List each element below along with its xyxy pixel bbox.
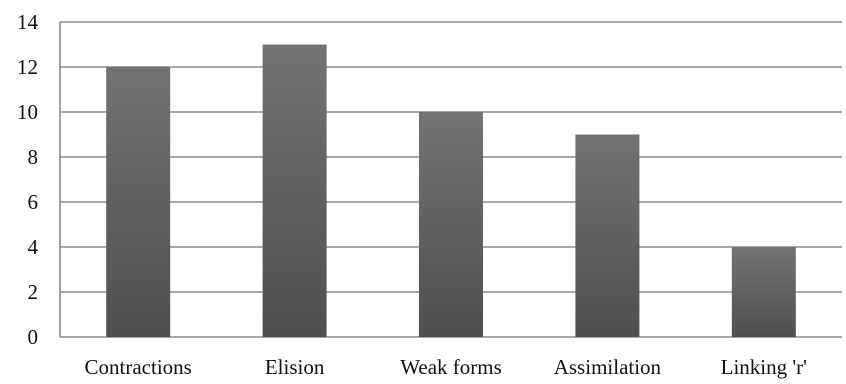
bar-linking-r bbox=[731, 247, 796, 337]
x-category-label: Elision bbox=[265, 355, 325, 379]
x-category-label: Contractions bbox=[85, 355, 192, 379]
y-tick-label: 2 bbox=[28, 280, 39, 304]
y-tick-label: 6 bbox=[28, 190, 39, 214]
y-tick-label: 8 bbox=[28, 145, 39, 169]
bar-assimilation bbox=[575, 134, 640, 337]
x-category-label: Weak forms bbox=[400, 355, 502, 379]
x-category-label: Linking 'r' bbox=[721, 355, 807, 379]
bar-weak-forms bbox=[419, 112, 483, 337]
y-tick-label: 10 bbox=[17, 100, 38, 124]
x-category-label: Assimilation bbox=[554, 355, 662, 379]
bar-elision bbox=[262, 44, 327, 337]
y-tick-label: 14 bbox=[17, 10, 39, 34]
y-tick-label: 0 bbox=[28, 325, 39, 349]
y-axis-tick-labels: 0 2 4 6 8 10 12 14 bbox=[17, 10, 39, 349]
y-tick-label: 4 bbox=[28, 235, 39, 259]
bars bbox=[106, 44, 796, 337]
bar-contractions bbox=[106, 67, 171, 337]
x-axis-category-labels: Contractions Elision Weak forms Assimilatio… bbox=[85, 355, 807, 379]
y-tick-label: 12 bbox=[17, 55, 38, 79]
